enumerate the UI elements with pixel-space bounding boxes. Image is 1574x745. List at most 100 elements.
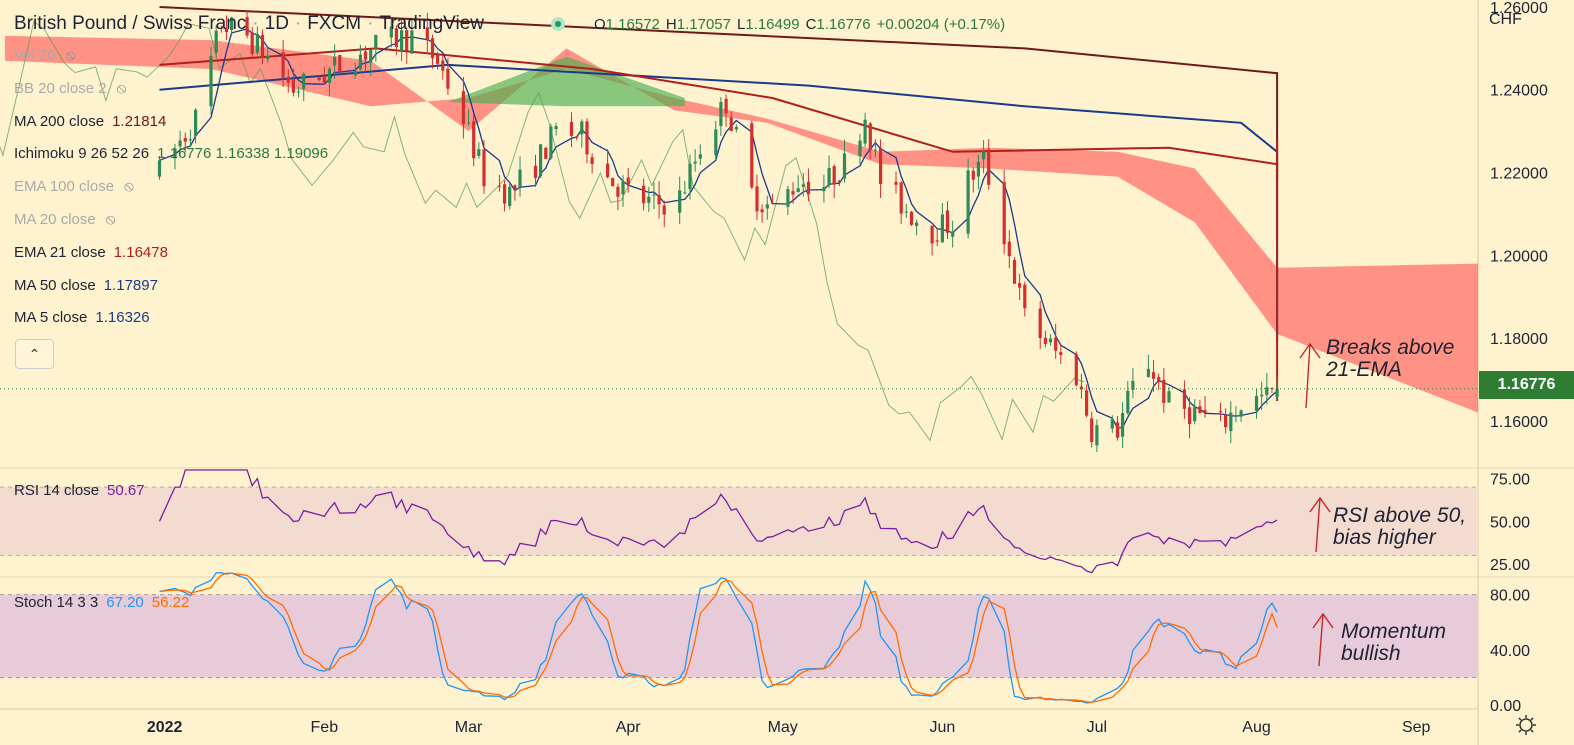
candle-body[interactable] bbox=[1110, 419, 1114, 429]
candle-body[interactable] bbox=[374, 34, 378, 49]
candle-body[interactable] bbox=[461, 91, 465, 125]
candle-body[interactable] bbox=[909, 211, 914, 225]
candle-body[interactable] bbox=[173, 148, 177, 159]
candle-body[interactable] bbox=[765, 204, 769, 209]
candle-body[interactable] bbox=[446, 68, 450, 89]
hidden-eye-icon[interactable]: ⦸ bbox=[105, 211, 116, 228]
candle-body[interactable] bbox=[930, 225, 934, 244]
candle-body[interactable] bbox=[230, 17, 234, 31]
candle-body[interactable] bbox=[842, 153, 847, 179]
candle-body[interactable] bbox=[1018, 283, 1022, 288]
candle-body[interactable] bbox=[224, 29, 229, 32]
candle-body[interactable] bbox=[219, 27, 223, 29]
candle-body[interactable] bbox=[194, 109, 198, 136]
legend-row-ichimoku-9-26-52-26[interactable]: Ichimoku 9 26 52 26 1.16776 1.16338 1.190… bbox=[14, 145, 328, 162]
candle-body[interactable] bbox=[611, 177, 615, 187]
candle-body[interactable] bbox=[188, 139, 192, 141]
candle-body[interactable] bbox=[297, 91, 301, 93]
candle-body[interactable] bbox=[971, 170, 975, 180]
interval-label[interactable]: 1D bbox=[264, 13, 289, 34]
legend-row-vol-20[interactable]: Vol 20 ⦸ bbox=[14, 47, 76, 64]
candle-body[interactable] bbox=[1095, 425, 1099, 446]
candle-body[interactable] bbox=[1079, 386, 1083, 390]
candle-body[interactable] bbox=[178, 140, 182, 147]
candle-body[interactable] bbox=[806, 181, 811, 194]
settings-gear-icon[interactable] bbox=[1519, 718, 1533, 732]
candle-body[interactable] bbox=[358, 54, 362, 70]
candle-body[interactable] bbox=[1126, 390, 1130, 414]
candle-body[interactable] bbox=[951, 231, 955, 237]
candle-body[interactable] bbox=[827, 167, 831, 186]
candle-body[interactable] bbox=[796, 188, 800, 192]
candle-body[interactable] bbox=[580, 121, 584, 135]
candle-body[interactable] bbox=[1115, 422, 1120, 438]
candle-body[interactable] bbox=[729, 117, 733, 131]
legend-row-bb-20-close-2[interactable]: BB 20 close 2 ⦸ bbox=[14, 80, 126, 97]
candle-body[interactable] bbox=[786, 189, 790, 207]
hidden-eye-icon[interactable]: ⦸ bbox=[65, 47, 76, 64]
candle-body[interactable] bbox=[508, 186, 512, 206]
candle-body[interactable] bbox=[183, 137, 187, 142]
candle-body[interactable] bbox=[1054, 337, 1058, 351]
candle-body[interactable] bbox=[327, 68, 332, 83]
candle-body[interactable] bbox=[1157, 376, 1161, 383]
candle-body[interactable] bbox=[688, 163, 692, 190]
candle-body[interactable] bbox=[245, 17, 249, 36]
candle-body[interactable] bbox=[281, 52, 285, 78]
candle-body[interactable] bbox=[1131, 380, 1135, 390]
candle-body[interactable] bbox=[1162, 379, 1166, 403]
candle-body[interactable] bbox=[935, 240, 939, 242]
candle-body[interactable] bbox=[497, 185, 501, 187]
candle-body[interactable] bbox=[879, 148, 883, 184]
collapse-legend-button[interactable]: ⌃ bbox=[15, 339, 54, 369]
stoch-legend[interactable]: Stoch 14 3 3 67.20 56.22 bbox=[14, 594, 190, 611]
candle-body[interactable] bbox=[832, 166, 836, 185]
candle-body[interactable] bbox=[662, 205, 666, 215]
candle-body[interactable] bbox=[899, 182, 903, 214]
candle-body[interactable] bbox=[363, 51, 368, 60]
candle-body[interactable] bbox=[734, 127, 738, 130]
candle-body[interactable] bbox=[1146, 368, 1150, 377]
candle-body[interactable] bbox=[724, 98, 728, 114]
candle-body[interactable] bbox=[791, 191, 795, 195]
candle-body[interactable] bbox=[719, 101, 723, 127]
legend-row-ema-21-close[interactable]: EMA 21 close 1.16478 bbox=[14, 244, 168, 261]
candle-body[interactable] bbox=[647, 196, 651, 203]
candle-body[interactable] bbox=[621, 181, 625, 195]
candle-body[interactable] bbox=[466, 122, 471, 124]
candle-body[interactable] bbox=[1167, 391, 1171, 403]
candle-body[interactable] bbox=[1121, 413, 1125, 437]
candle-body[interactable] bbox=[1059, 352, 1063, 355]
candle-body[interactable] bbox=[400, 30, 404, 51]
candle-body[interactable] bbox=[1043, 337, 1047, 344]
candle-body[interactable] bbox=[286, 76, 290, 83]
candle-body[interactable] bbox=[353, 71, 357, 76]
hidden-eye-icon[interactable]: ⦸ bbox=[116, 79, 127, 97]
legend-row-ma-5-close[interactable]: MA 5 close 1.16326 bbox=[14, 309, 150, 326]
candle-body[interactable] bbox=[1260, 394, 1264, 397]
candle-body[interactable] bbox=[982, 151, 986, 160]
candle-body[interactable] bbox=[652, 194, 656, 196]
rsi-legend[interactable]: RSI 14 close 50.67 bbox=[14, 482, 145, 499]
candle-body[interactable] bbox=[1182, 389, 1186, 409]
candle-body[interactable] bbox=[606, 163, 610, 178]
candle-body[interactable] bbox=[858, 140, 862, 156]
candle-body[interactable] bbox=[750, 123, 754, 188]
candle-body[interactable] bbox=[1275, 388, 1279, 398]
candle-body[interactable] bbox=[915, 222, 919, 227]
candle-body[interactable] bbox=[904, 211, 908, 213]
candle-body[interactable] bbox=[1203, 410, 1207, 414]
candle-body[interactable] bbox=[1224, 414, 1228, 428]
candle-body[interactable] bbox=[693, 161, 697, 164]
candle-body[interactable] bbox=[966, 170, 970, 234]
candle-body[interactable] bbox=[317, 77, 321, 80]
candle-body[interactable] bbox=[945, 210, 950, 233]
candle-body[interactable] bbox=[1193, 407, 1197, 422]
candle-body[interactable] bbox=[554, 126, 558, 129]
candle-body[interactable] bbox=[770, 202, 774, 204]
candle-body[interactable] bbox=[291, 79, 295, 93]
candle-body[interactable] bbox=[1074, 354, 1078, 386]
candle-body[interactable] bbox=[425, 27, 429, 41]
legend-row-ma-50-close[interactable]: MA 50 close 1.17897 bbox=[14, 277, 158, 294]
candle-body[interactable] bbox=[302, 73, 306, 90]
